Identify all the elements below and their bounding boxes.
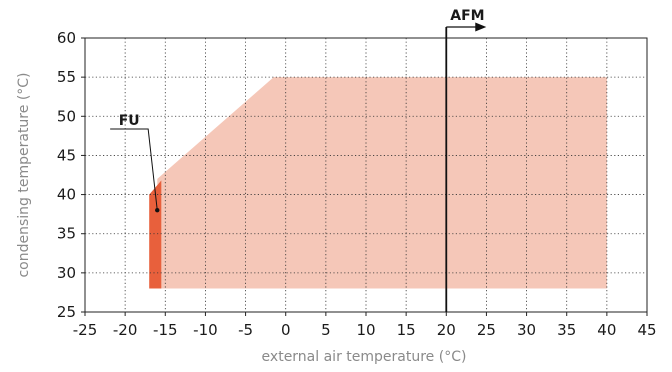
y-tick-label: 55 (57, 68, 76, 86)
annotations-layer: FU AFM (110, 8, 487, 312)
x-tick-label: 5 (321, 321, 331, 339)
x-tick-label: 20 (437, 321, 456, 339)
x-tick-label: 30 (517, 321, 536, 339)
x-tick-label: 0 (281, 321, 291, 339)
x-tick-label: 15 (397, 321, 416, 339)
x-tick-label: 45 (637, 321, 656, 339)
fu-region (149, 180, 162, 289)
afm-label: AFM (450, 8, 484, 24)
x-tick-label: -10 (193, 321, 218, 339)
x-tick-label: -25 (73, 321, 98, 339)
x-tick-label: -15 (153, 321, 178, 339)
arrow-right-icon (475, 22, 487, 32)
fu-label: FU (119, 113, 140, 129)
x-tick-label: 25 (477, 321, 496, 339)
y-tick-label: 35 (57, 225, 76, 243)
x-tick-label: 35 (557, 321, 576, 339)
fu-leader-dot (155, 208, 160, 213)
y-axis-label: condensing temperature (°C) (16, 72, 32, 277)
x-axis-label: external air temperature (°C) (262, 349, 467, 365)
x-tick-label: 40 (597, 321, 616, 339)
y-tick-label: 40 (57, 186, 76, 204)
x-tick-label: 10 (356, 321, 375, 339)
y-tick-label: 60 (57, 29, 76, 47)
fu-leader-line (110, 128, 158, 211)
y-tick-label: 45 (57, 146, 76, 164)
x-tick-label: -5 (238, 321, 253, 339)
y-tick-label: 50 (57, 107, 76, 125)
x-tick-label: -20 (113, 321, 138, 339)
y-tick-label: 30 (57, 264, 76, 282)
regions-layer (149, 77, 607, 289)
y-tick-label: 25 (57, 303, 76, 321)
ticks-layer: -25 -20 -15 -10 -5 0 5 10 15 20 25 30 35 40 45 25 30 35 40… (57, 29, 657, 339)
operating-region (157, 77, 607, 289)
